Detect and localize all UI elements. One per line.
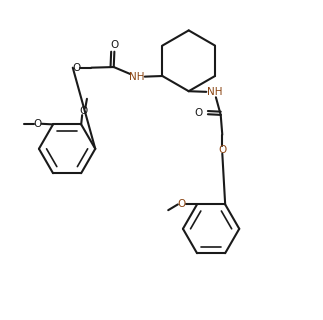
Text: O: O xyxy=(194,108,203,118)
Text: O: O xyxy=(110,40,119,50)
Text: O: O xyxy=(178,199,186,209)
Text: O: O xyxy=(218,145,226,155)
Text: NH: NH xyxy=(129,72,144,82)
Text: NH: NH xyxy=(206,87,222,97)
Text: O: O xyxy=(34,119,42,129)
Text: O: O xyxy=(72,63,81,73)
Text: O: O xyxy=(79,106,88,116)
